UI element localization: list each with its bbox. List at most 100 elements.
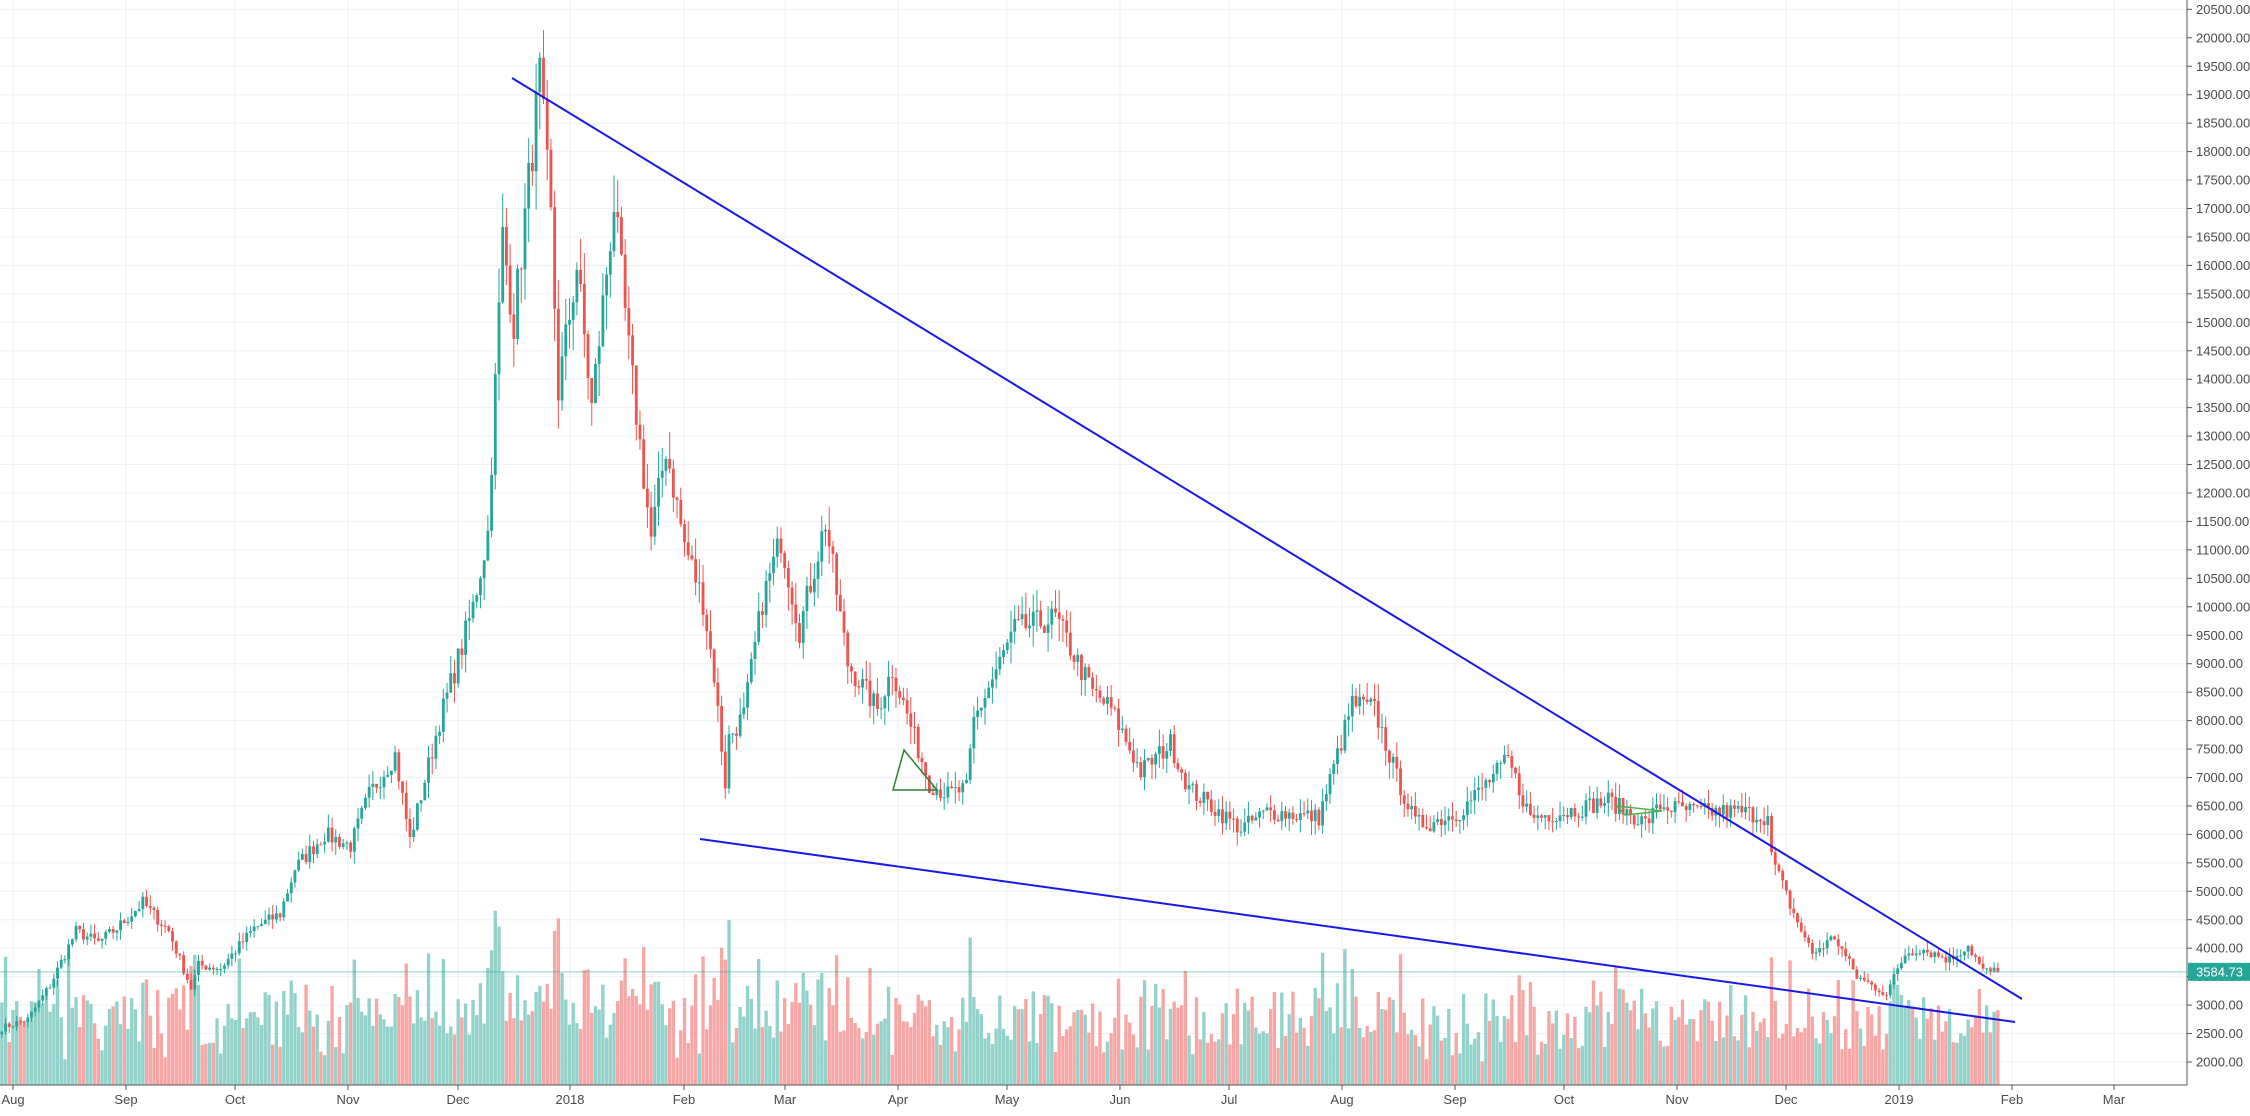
candle-body	[1699, 805, 1703, 807]
volume-bar	[1387, 997, 1392, 1085]
candle-body	[1770, 815, 1773, 853]
pennant-pattern-drawing[interactable]	[1615, 805, 1663, 816]
volume-bar	[1565, 1013, 1570, 1085]
lower-trendline[interactable]	[699, 838, 2016, 1023]
candle-body	[1855, 969, 1859, 979]
candle-body	[731, 733, 735, 735]
volume-bar	[890, 1054, 894, 1085]
volume-bar	[564, 999, 568, 1085]
candle-body	[1232, 818, 1235, 820]
candle-body	[1413, 805, 1417, 817]
candle-body	[1848, 956, 1851, 959]
candle-body	[486, 530, 490, 561]
candle-body	[1261, 810, 1265, 812]
volume-bar	[1050, 1003, 1054, 1085]
candle-body	[1206, 791, 1210, 800]
volume-bar	[1109, 1033, 1113, 1085]
volume-bar	[964, 1021, 969, 1085]
price-tick-label: 14500.00	[2196, 343, 2250, 358]
candle-body	[627, 308, 631, 336]
volume-bar	[1543, 1043, 1547, 1085]
time-axis[interactable]: Aug Sep Oct Nov Dec 2018 Feb Mar Apr May Jun Jul Aug…	[0, 1084, 2187, 1111]
volume-bar	[912, 1012, 917, 1085]
price-tick-label: 19500.00	[2196, 59, 2250, 74]
triangle-pattern-drawing[interactable]	[892, 748, 939, 791]
candle-body	[312, 846, 315, 855]
candle-body	[697, 582, 701, 584]
candle-body	[1354, 695, 1358, 707]
candle-body	[267, 914, 271, 920]
volume-bar	[423, 1020, 427, 1085]
candle-body	[1977, 956, 1981, 964]
candle-body	[712, 649, 716, 683]
candle-body	[1918, 953, 1922, 955]
volume-bar	[667, 1008, 672, 1085]
trendline-drawings[interactable]	[511, 77, 2023, 1023]
volume-bar	[998, 995, 1002, 1085]
candle-body	[1061, 619, 1065, 621]
volume-bar	[1406, 1034, 1410, 1085]
volume-bar	[1139, 996, 1143, 1085]
volume-bar	[734, 1028, 739, 1085]
candle-body	[1387, 750, 1391, 763]
time-tick-label: Nov	[1665, 1092, 1689, 1107]
candle-body	[1109, 697, 1113, 708]
volume-bar	[52, 1003, 56, 1085]
candle-body	[460, 648, 464, 655]
candle-body	[293, 870, 297, 883]
candle-body	[1796, 913, 1799, 923]
candle-body	[931, 792, 935, 796]
volume-bar	[1250, 996, 1254, 1085]
candle-body	[1892, 974, 1896, 985]
candle-body	[961, 783, 965, 793]
volume-bar	[1035, 1043, 1039, 1085]
price-axis[interactable]: 20500.00 20000.00 19500.00 19000.00 18500.00…	[2186, 0, 2250, 1111]
volume-bar	[22, 1021, 26, 1085]
candle-body	[1376, 700, 1380, 728]
last-price-tag: 3584.73	[2188, 962, 2250, 981]
candle-body	[1213, 811, 1217, 816]
candle-body	[1499, 762, 1503, 764]
volume-bar	[1042, 995, 1047, 1085]
volume-bar	[89, 1003, 93, 1085]
volume-bar	[1881, 1049, 1885, 1085]
volume-bar	[1361, 1037, 1366, 1085]
volume-bar	[1858, 1028, 1863, 1085]
volume-bar	[1350, 968, 1354, 1085]
candle-body	[345, 842, 349, 844]
candle-body	[471, 601, 475, 619]
volume-bar	[1072, 1012, 1076, 1085]
candle-body	[1406, 803, 1410, 810]
volume-bar	[1755, 1030, 1759, 1085]
volume-bar	[463, 1003, 468, 1085]
candle-body	[1632, 815, 1636, 825]
volume-bar	[968, 937, 972, 1085]
time-tick-label: Sep	[114, 1092, 137, 1107]
volume-bar	[1951, 1042, 1955, 1085]
volume-bar	[1421, 998, 1425, 1085]
volume-bar	[1272, 992, 1277, 1085]
upper-trendline[interactable]	[511, 77, 2023, 1000]
candle-body	[1488, 780, 1491, 783]
candle-body	[1747, 807, 1751, 809]
volume-bar	[1294, 1032, 1299, 1085]
candle-body	[1729, 805, 1733, 818]
candle-body	[1833, 936, 1837, 940]
volume-bar	[1499, 1041, 1503, 1085]
price-candles	[0, 30, 2000, 1038]
candle-body	[1339, 748, 1343, 751]
candle-body	[1525, 803, 1529, 807]
volume-bar	[627, 996, 631, 1085]
candle-body	[397, 752, 401, 782]
volume-bar	[415, 990, 420, 1085]
volume-bar	[805, 990, 809, 1085]
candle-body	[1417, 814, 1421, 817]
candle-body	[1302, 813, 1306, 815]
candle-body	[1161, 746, 1165, 759]
volume-bar	[1669, 1006, 1674, 1085]
volume-bar	[78, 1027, 82, 1085]
candle-body	[89, 933, 93, 937]
volume-bar	[1788, 960, 1792, 1085]
